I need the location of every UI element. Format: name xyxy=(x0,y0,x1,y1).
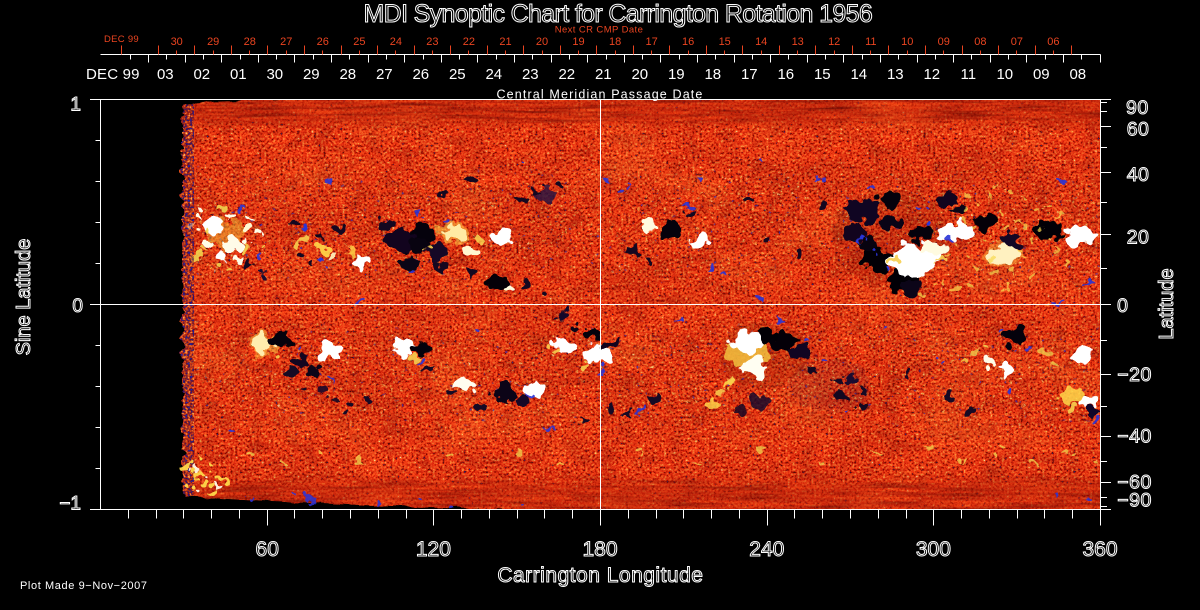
svg-text:Latitude: Latitude xyxy=(1156,268,1178,339)
svg-text:1: 1 xyxy=(70,94,81,115)
svg-text:−90: −90 xyxy=(1117,490,1152,512)
svg-text:18: 18 xyxy=(609,36,621,48)
svg-text:−60: −60 xyxy=(1117,471,1152,493)
svg-text:22: 22 xyxy=(558,66,575,83)
svg-text:30: 30 xyxy=(266,66,283,83)
svg-text:180: 180 xyxy=(582,538,617,561)
svg-text:240: 240 xyxy=(749,538,784,561)
svg-text:15: 15 xyxy=(814,66,831,83)
svg-text:20: 20 xyxy=(631,66,648,83)
svg-text:19: 19 xyxy=(668,66,685,83)
svg-text:08: 08 xyxy=(974,36,986,48)
svg-text:−1: −1 xyxy=(59,493,81,514)
svg-text:−20: −20 xyxy=(1117,364,1152,386)
svg-text:360: 360 xyxy=(1082,538,1117,561)
svg-text:15: 15 xyxy=(719,36,731,48)
svg-text:24: 24 xyxy=(485,66,502,83)
svg-text:12: 12 xyxy=(923,66,940,83)
svg-text:07: 07 xyxy=(1011,36,1023,48)
svg-text:13: 13 xyxy=(792,36,804,48)
svg-text:11: 11 xyxy=(865,36,876,48)
svg-text:Sine Latitude: Sine Latitude xyxy=(13,239,35,356)
svg-text:DEC 99: DEC 99 xyxy=(86,66,140,83)
svg-text:300: 300 xyxy=(916,538,951,561)
svg-text:60: 60 xyxy=(1127,118,1150,140)
svg-text:23: 23 xyxy=(522,66,539,83)
svg-text:18: 18 xyxy=(704,66,721,83)
svg-text:−40: −40 xyxy=(1117,426,1152,448)
svg-text:23: 23 xyxy=(426,36,438,48)
svg-text:28: 28 xyxy=(244,36,256,48)
svg-text:09: 09 xyxy=(1033,66,1050,83)
svg-text:30: 30 xyxy=(171,36,183,48)
svg-text:02: 02 xyxy=(193,66,210,83)
svg-text:06: 06 xyxy=(1047,36,1059,48)
svg-text:26: 26 xyxy=(412,66,429,83)
svg-text:16: 16 xyxy=(682,36,694,48)
svg-text:11: 11 xyxy=(961,66,977,83)
svg-text:14: 14 xyxy=(850,66,867,83)
svg-text:25: 25 xyxy=(353,36,365,48)
svg-text:24: 24 xyxy=(390,36,402,48)
svg-text:MDI Synoptic Chart for Carring: MDI Synoptic Chart for Carrington Rotati… xyxy=(363,0,872,28)
svg-text:Next CR CMP Date: Next CR CMP Date xyxy=(555,25,644,36)
svg-text:29: 29 xyxy=(207,36,219,48)
svg-text:13: 13 xyxy=(887,66,904,83)
svg-text:16: 16 xyxy=(777,66,794,83)
svg-text:26: 26 xyxy=(317,36,329,48)
svg-text:09: 09 xyxy=(938,36,950,48)
svg-text:60: 60 xyxy=(256,538,279,561)
svg-text:40: 40 xyxy=(1127,164,1150,186)
svg-text:27: 27 xyxy=(376,66,393,83)
svg-text:14: 14 xyxy=(755,36,767,48)
svg-text:25: 25 xyxy=(449,66,466,83)
svg-text:22: 22 xyxy=(463,36,475,48)
svg-text:03: 03 xyxy=(157,66,174,83)
svg-text:21: 21 xyxy=(499,36,511,48)
svg-text:20: 20 xyxy=(536,36,548,48)
svg-text:17: 17 xyxy=(645,36,657,48)
svg-text:10: 10 xyxy=(996,66,1013,83)
svg-text:120: 120 xyxy=(416,538,451,561)
svg-text:21: 21 xyxy=(595,66,612,83)
svg-text:90: 90 xyxy=(1126,97,1149,119)
svg-text:10: 10 xyxy=(901,36,913,48)
svg-text:0: 0 xyxy=(1117,295,1128,317)
svg-text:12: 12 xyxy=(828,36,840,48)
svg-text:Central Meridian Passage Date: Central Meridian Passage Date xyxy=(496,88,703,102)
svg-text:01: 01 xyxy=(230,66,247,83)
svg-text:17: 17 xyxy=(741,66,758,83)
svg-text:20: 20 xyxy=(1127,226,1150,248)
svg-text:29: 29 xyxy=(303,66,320,83)
svg-text:Plot Made 9−Nov−2007: Plot Made 9−Nov−2007 xyxy=(20,580,148,592)
svg-text:27: 27 xyxy=(280,36,292,48)
svg-text:DEC 99: DEC 99 xyxy=(104,34,139,45)
svg-text:28: 28 xyxy=(339,66,356,83)
svg-text:0: 0 xyxy=(72,296,83,317)
svg-text:Carrington Longitude: Carrington Longitude xyxy=(497,564,703,587)
svg-text:08: 08 xyxy=(1069,66,1086,83)
svg-text:19: 19 xyxy=(572,36,584,48)
